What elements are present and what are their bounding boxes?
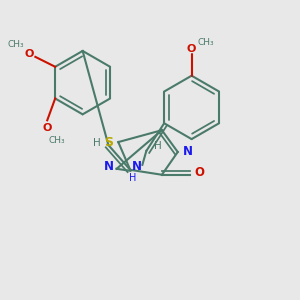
Text: O: O bbox=[25, 49, 34, 59]
Text: H: H bbox=[93, 138, 101, 148]
Text: H: H bbox=[154, 141, 162, 151]
Text: N: N bbox=[183, 146, 193, 158]
Text: N: N bbox=[104, 160, 114, 173]
Text: CH₃: CH₃ bbox=[7, 40, 24, 50]
Text: O: O bbox=[187, 44, 196, 54]
Text: S: S bbox=[104, 136, 113, 148]
Text: CH₃: CH₃ bbox=[49, 136, 65, 145]
Text: H: H bbox=[129, 173, 136, 183]
Text: N: N bbox=[131, 160, 141, 173]
Text: O: O bbox=[43, 123, 52, 133]
Text: O: O bbox=[194, 166, 205, 179]
Text: CH₃: CH₃ bbox=[197, 38, 214, 46]
